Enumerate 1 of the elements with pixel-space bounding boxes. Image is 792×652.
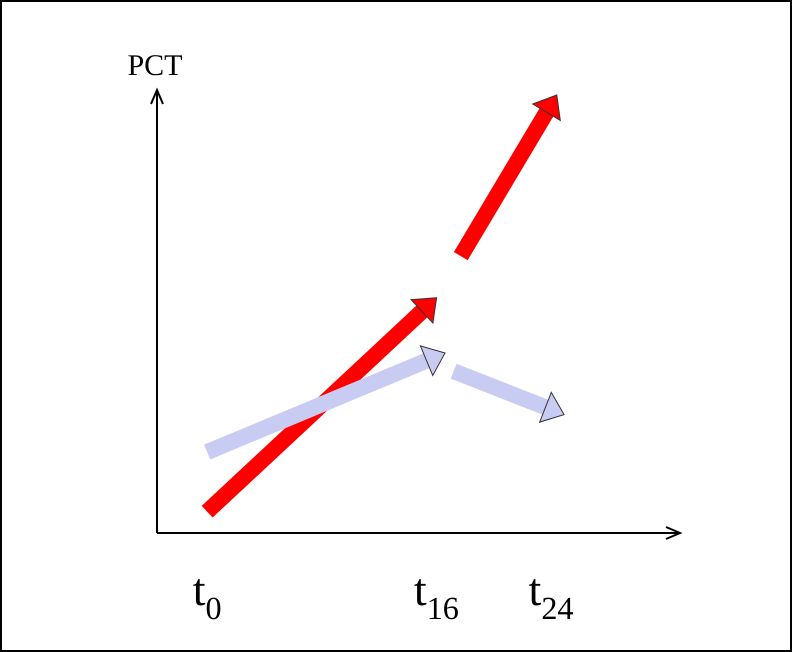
y-axis-title: PCT (127, 48, 183, 82)
